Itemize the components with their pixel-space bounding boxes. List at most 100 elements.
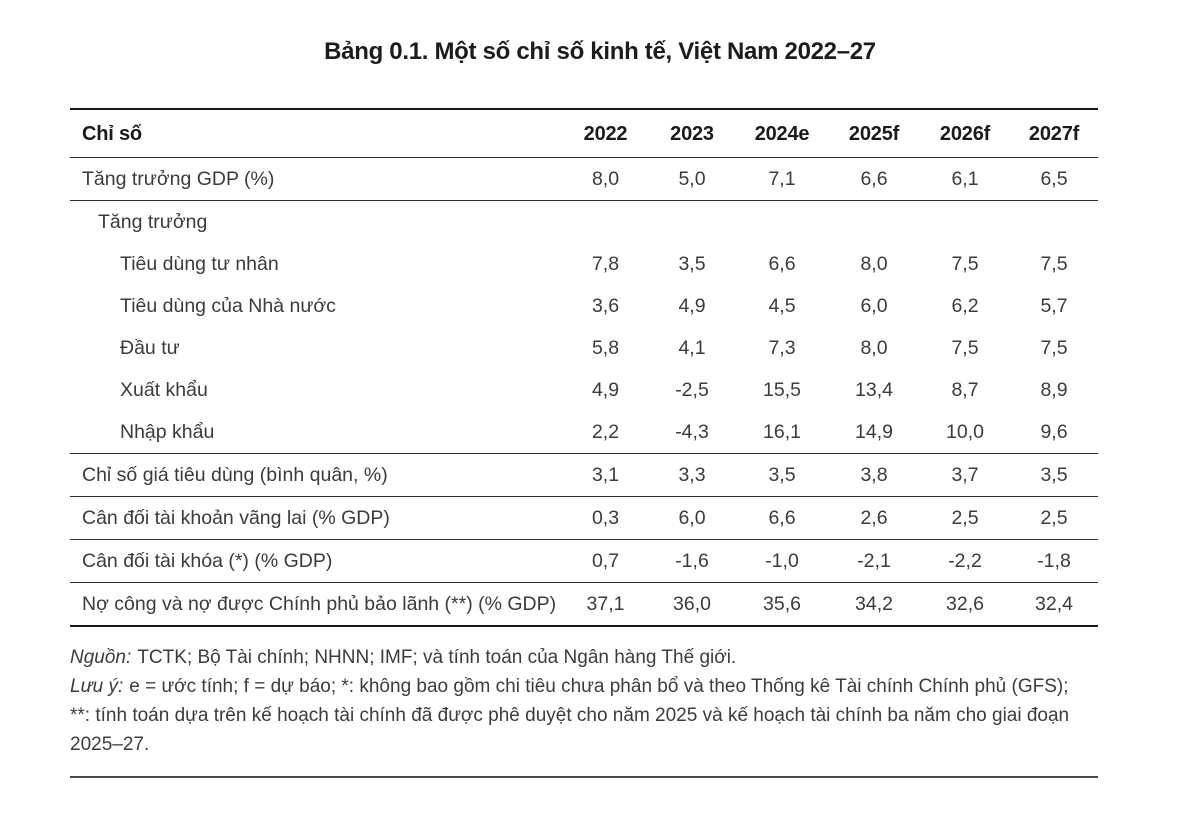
table-row: Đầu tư 5,8 4,1 7,3 8,0 7,5 7,5 (70, 327, 1098, 369)
cell-value: 32,6 (946, 592, 984, 615)
remark-note-line-1: Lưu ý: e = ước tính; f = dự báo; *: không… (70, 672, 1130, 701)
cell-value: 2,6 (828, 496, 920, 540)
cell-value: 10,0 (920, 411, 1010, 454)
cell-value (828, 201, 920, 244)
cell-indicator: Nhập khẩu (70, 411, 563, 454)
economic-indicators-table: Chỉ số 2022 2023 2024e 2025f 2026f 2027f Tăng… (70, 108, 1098, 627)
cell-value (1010, 201, 1098, 244)
table-row: Cân đối tài khoản vãng lai (% GDP) 0,3 6,0… (70, 496, 1098, 540)
cell-value: 8,0 (563, 157, 648, 201)
header-year: 2027f (1010, 109, 1098, 158)
cell-value: 3,3 (648, 453, 736, 497)
cell-value: 3,6 (591, 294, 620, 317)
cell-value: -1,8 (1010, 539, 1098, 583)
notes-section: Nguồn: TCTK; Bộ Tài chính; NHNN; IMF; và … (70, 643, 1130, 759)
cell-value: 7,5 (951, 252, 979, 275)
cell-indicator: Tiêu dùng tư nhân (120, 252, 279, 275)
cell-value: 2,5 (1010, 496, 1098, 540)
cell-value: 0,7 (563, 539, 648, 583)
cell-value: 8,7 (951, 378, 979, 401)
table-header-row: Chỉ số 2022 2023 2024e 2025f 2026f 2027f (70, 109, 1098, 158)
cell-value: 14,9 (828, 411, 920, 454)
source-label: Nguồn: (70, 647, 132, 668)
table-row: Xuất khẩu 4,9 -2,5 15,5 13,4 8,7 8,9 (70, 369, 1098, 411)
cell-value: 7,3 (768, 336, 796, 359)
cell-value: 6,2 (951, 294, 979, 317)
cell-value: 3,1 (563, 453, 648, 497)
cell-value: 7,1 (736, 157, 828, 201)
remark-note-line-3: 2025–27. (70, 734, 150, 755)
header-year: 2025f (828, 109, 920, 158)
header-year: 2022 (563, 109, 648, 158)
cell-indicator: Tiêu dùng của Nhà nước (120, 294, 336, 317)
cell-value: 6,0 (860, 294, 888, 317)
table-header: Chỉ số 2022 2023 2024e 2025f 2026f 2027f (70, 109, 1098, 158)
cell-value: 4,9 (678, 294, 706, 317)
cell-value: 7,5 (1040, 252, 1068, 275)
cell-value: 6,1 (920, 157, 1010, 201)
cell-indicator: Nợ công và nợ được Chính phủ bảo lãnh (*… (82, 592, 557, 615)
cell-indicator: Cân đối tài khóa (*) (% GDP) (70, 539, 563, 583)
cell-value: 34,2 (855, 592, 893, 615)
remark-text-line-1: e = ước tính; f = dự báo; *: không bao g… (129, 676, 1069, 697)
cell-value: 7,5 (951, 336, 979, 359)
header-year: 2023 (648, 109, 736, 158)
cell-value (563, 201, 648, 244)
cell-indicator: Đầu tư (120, 336, 180, 359)
table-body: Tăng trưởng GDP (%) 8,0 5,0 7,1 6,6 6,1 6,5 Tăn… (70, 157, 1098, 627)
cell-indicator: Xuất khẩu (120, 378, 208, 401)
table-row: Nhập khẩu 2,2 -4,3 16,1 14,9 10,0 9,6 (70, 411, 1098, 454)
cell-value: -2,5 (675, 378, 709, 401)
source-note: Nguồn: TCTK; Bộ Tài chính; NHNN; IMF; và … (70, 643, 1130, 672)
cell-value: 6,0 (648, 496, 736, 540)
table-row: Tăng trưởng GDP (%) 8,0 5,0 7,1 6,6 6,1 6,5 (70, 157, 1098, 201)
remark-note-line-2: **: tính toán dựa trên kế hoạch tài chín… (70, 705, 1070, 726)
header-indicator: Chỉ số (70, 109, 563, 158)
cell-value: 3,7 (920, 453, 1010, 497)
table-row: Chỉ số giá tiêu dùng (bình quân, %) 3,1 3,… (70, 453, 1098, 497)
cell-value: 2,5 (920, 496, 1010, 540)
cell-indicator: Tăng trưởng GDP (%) (70, 157, 563, 201)
cell-indicator: Chỉ số giá tiêu dùng (bình quân, %) (70, 453, 563, 497)
cell-value: 7,8 (591, 252, 620, 275)
cell-value: 32,4 (1035, 592, 1073, 615)
cell-value: 8,9 (1040, 378, 1068, 401)
cell-value: 6,5 (1010, 157, 1098, 201)
table-row: Tiêu dùng của Nhà nước 3,6 4,9 4,5 6,0 6,2 5,7 (70, 285, 1098, 327)
cell-value: 6,6 (828, 157, 920, 201)
cell-value: 6,6 (768, 252, 796, 275)
cell-value: 3,5 (736, 453, 828, 497)
cell-value: -1,6 (648, 539, 736, 583)
source-text: TCTK; Bộ Tài chính; NHNN; IMF; và tính t… (137, 647, 737, 668)
cell-value: -1,0 (736, 539, 828, 583)
remark-label: Lưu ý: (70, 676, 124, 697)
cell-value (736, 201, 828, 244)
cell-value: 7,5 (1040, 336, 1068, 359)
header-year: 2026f (920, 109, 1010, 158)
cell-value: 5,8 (591, 336, 620, 359)
cell-value: 2,2 (563, 411, 648, 454)
cell-value: 4,9 (591, 378, 620, 401)
table-row: Nợ công và nợ được Chính phủ bảo lãnh (*… (70, 583, 1098, 627)
table-title: Bảng 0.1. Một số chỉ số kinh tế, Việt Na… (324, 38, 876, 65)
cell-value: 3,5 (678, 252, 706, 275)
cell-value: 3,8 (828, 453, 920, 497)
cell-value: 13,4 (855, 378, 893, 401)
cell-value (920, 201, 1010, 244)
cell-value: 3,5 (1010, 453, 1098, 497)
cell-value: 8,0 (860, 336, 888, 359)
cell-value: 37,1 (586, 592, 625, 615)
cell-value: 4,1 (678, 336, 706, 359)
cell-value: -2,2 (920, 539, 1010, 583)
cell-value: 9,6 (1010, 411, 1098, 454)
cell-value: 4,5 (768, 294, 796, 317)
cell-value: 35,6 (763, 592, 801, 615)
table-row: Cân đối tài khóa (*) (% GDP) 0,7 -1,6 -1,0 -… (70, 539, 1098, 583)
table-row: Tiêu dùng tư nhân 7,8 3,5 6,6 8,0 7,5 7,5 (70, 243, 1098, 285)
cell-value: 15,5 (763, 378, 801, 401)
header-year: 2024e (736, 109, 828, 158)
cell-value: 0,3 (563, 496, 648, 540)
cell-value: 36,0 (673, 592, 711, 615)
cell-value: 16,1 (736, 411, 828, 454)
cell-value: 6,6 (736, 496, 828, 540)
